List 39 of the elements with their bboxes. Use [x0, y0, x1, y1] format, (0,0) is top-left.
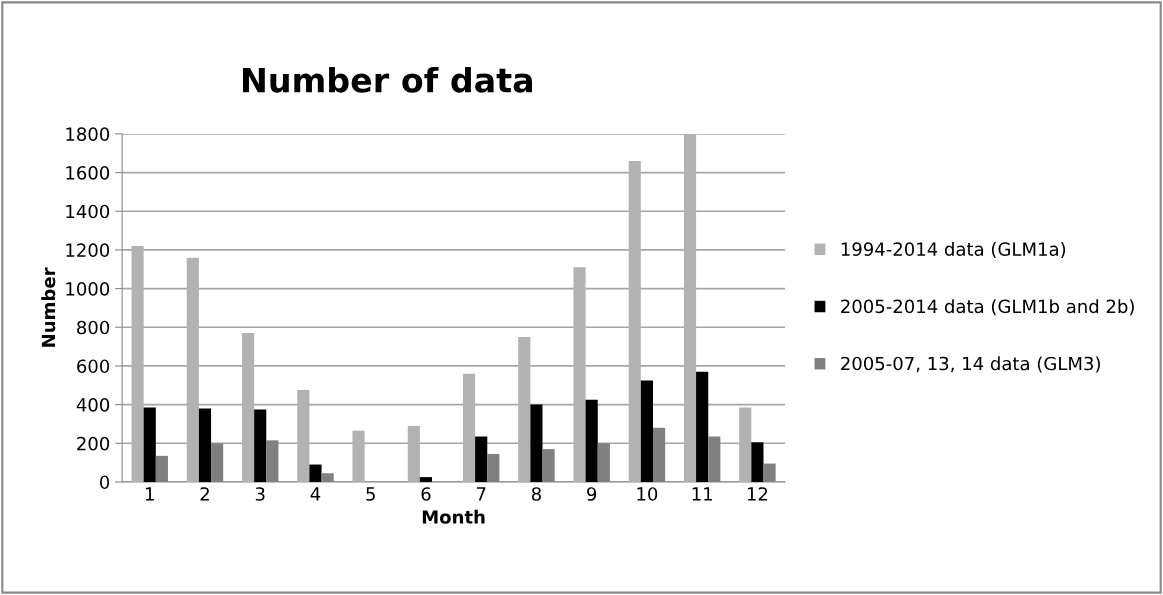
legend-label: 1994-2014 data (GLM1a): [841, 241, 1066, 259]
bar: [530, 404, 543, 482]
y-axis-title: Number: [41, 267, 56, 347]
x-tick-label: 8: [531, 487, 541, 501]
y-tick-label: 1400: [66, 204, 110, 219]
x-tick-label: 2: [200, 487, 209, 501]
x-tick-label: 11: [692, 487, 712, 501]
bar: [585, 399, 598, 482]
x-tick-label: 3: [255, 487, 265, 501]
y-tick-label: 1800: [66, 127, 110, 141]
y-tick-label: 200: [77, 436, 110, 451]
x-tick-label: 7: [476, 487, 486, 501]
y-tick-label: 0: [100, 475, 110, 490]
legend-label: 2005-07, 13, 14 data (GLM3): [841, 356, 1100, 373]
x-tick-label: 6: [421, 487, 431, 501]
y-tick-label: 600: [77, 359, 110, 374]
bar: [143, 407, 156, 482]
bar: [254, 409, 267, 482]
x-tick-label: 1: [145, 487, 154, 501]
legend-label: 2005-2014 data (GLM1b and 2b): [841, 299, 1134, 316]
bar: [419, 477, 433, 482]
x-tick-label: 9: [587, 487, 597, 501]
y-tick-label: 1200: [66, 243, 110, 258]
y-tick-label: 1000: [66, 282, 110, 296]
y-tick-label: 400: [76, 398, 110, 412]
bar: [309, 464, 322, 482]
bar: [475, 436, 488, 482]
bar: [640, 380, 653, 482]
bar: [198, 408, 212, 482]
x-tick-label: 4: [310, 487, 321, 501]
bar: [751, 442, 764, 482]
y-tick-label: 1600: [66, 166, 110, 180]
x-tick-label: 5: [366, 487, 375, 501]
bar: [696, 371, 709, 482]
x-axis-title: Month: [422, 509, 485, 524]
y-tick-label: 800: [77, 320, 110, 335]
chart-title: Number of data: [243, 66, 532, 93]
x-tick-label: 10: [637, 487, 658, 501]
x-tick-label: 12: [747, 487, 768, 501]
